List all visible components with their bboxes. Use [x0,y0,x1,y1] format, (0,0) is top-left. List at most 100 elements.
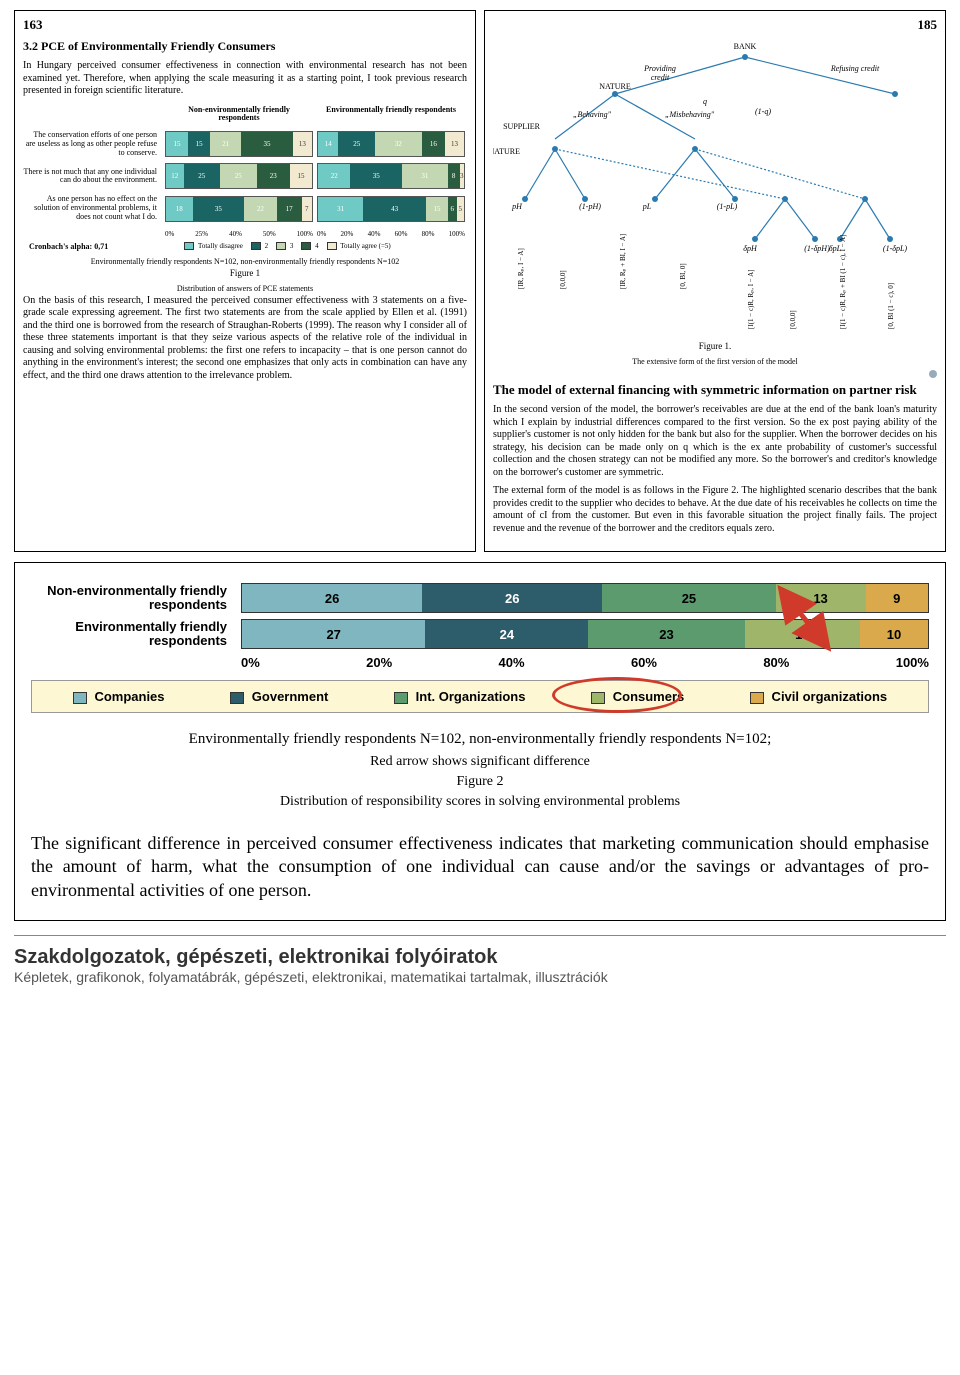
payoff-label: [IR, Rₚ + BI, I − A] [619,234,627,289]
bar-segment: 13 [293,132,312,156]
chart1-row-label: There is not much that any one individua… [23,168,163,186]
stacked-bar: 31431565 [317,196,465,222]
chart1-row: There is not much that any one individua… [23,163,467,189]
page-num-left: 163 [23,17,43,33]
svg-text:NATURE: NATURE [493,147,520,156]
bar-segment: 35 [350,164,402,188]
right-body2: The external form of the model is as fol… [493,485,937,535]
game-tree-diagram: BANK Providing credit Refusing credit NA… [493,39,937,339]
footer: Szakdolgozatok, gépészeti, elektronikai … [14,935,946,1005]
intro-paragraph: In Hungary perceived consumer effectiven… [23,60,467,98]
legend-item: Consumers [591,689,684,704]
chart2-legend: Companies Government Int. Organizations … [31,680,929,713]
bar-segment: 22 [244,197,276,221]
legend-item: Int. Organizations [394,689,525,704]
bar-segment: 27 [242,620,425,648]
fig2-caption2: Red arrow shows significant difference [31,754,929,770]
page-number-row-right: 185 [493,17,937,33]
chart1-row: The conservation efforts of one person a… [23,131,467,157]
bar-segment: 3 [460,164,464,188]
bar-segment: 15 [166,132,188,156]
svg-text:SUPPLIER: SUPPLIER [503,122,541,131]
chart-pce-distribution: Non-environmentally friendly respondents… [23,104,467,251]
stacked-bar: 2724231710 [241,619,929,649]
payoff-label: [0,0,0] [559,270,567,289]
page-num-right: 185 [918,17,938,33]
bar-segment: 26 [422,584,602,612]
bar-segment: 25 [220,164,257,188]
bar-segment: 25 [338,132,375,156]
fig2-label: Figure 2 [31,774,929,790]
bar-segment: 17 [277,197,302,221]
bar-segment: 15 [426,197,448,221]
legend-item: Totally disagree [184,242,242,251]
footer-subtitle: Képletek, grafikonok, folyamatábrák, gép… [14,969,946,985]
bar-segment: 25 [184,164,221,188]
stacked-bar: 1515213513 [165,131,313,157]
stacked-bar: 262625139 [241,583,929,613]
tree-fig-title: The extensive form of the first version … [493,357,937,366]
bar-segment: 8 [448,164,460,188]
legend-item: Civil organizations [750,689,887,704]
chart2-row: Environmentally friendly respondents2724… [31,619,929,649]
chart2-row: Non-environmentally friendly respondents… [31,583,929,613]
fig1-note: Environmentally friendly respondents N=1… [23,257,467,266]
tree-fig-label: Figure 1. [493,341,937,351]
bar-segment: 6 [448,197,457,221]
svg-text:pL: pL [642,202,652,211]
svg-text:(1-pL): (1-pL) [717,202,738,211]
chart2-row-label: Environmentally friendly respondents [31,620,241,649]
chart-responsibility: Non-environmentally friendly respondents… [31,583,929,713]
right-body1: In the second version of the model, the … [493,404,937,479]
bar-segment: 21 [210,132,241,156]
payoff-label: [0, BI (1 − c), 0] [887,283,895,329]
left-column: 163 3.2 PCE of Environmentally Friendly … [14,10,476,552]
cronbach-alpha: Cronbach's alpha: 0,71 [29,242,108,251]
payoff-label: [0, BI, 0] [679,263,687,289]
fig2-caption1: Environmentally friendly respondents N=1… [31,731,929,748]
page-root: 163 3.2 PCE of Environmentally Friendly … [0,0,960,552]
stacked-bar: 1225252315 [165,163,313,189]
payoff-label: [I(1 − c)R, Rₚ, I − A] [747,270,755,330]
tree-node-bank: BANK [734,42,757,51]
chart1-row-label: As one person has no effect on the solut… [23,195,163,221]
bar-segment: 24 [425,620,588,648]
page-number-row: 163 [23,17,467,33]
chart1-row-label: The conservation efforts of one person a… [23,131,163,157]
bar-segment: 26 [242,584,422,612]
bar-segment: 14 [318,132,338,156]
bar-segment: 10 [860,620,928,648]
bar-segment: 23 [588,620,744,648]
big-conclusion: The significant difference in perceived … [31,832,929,902]
bar-segment: 17 [745,620,860,648]
svg-text:credit: credit [651,73,670,82]
bar-segment: 32 [375,132,422,156]
stacked-bar: 1425321613 [317,131,465,157]
svg-text:Providing: Providing [643,64,676,73]
right-h3: The model of external financing with sym… [493,382,937,398]
chart1-col-title-left: Non-environmentally friendly respondents [165,104,313,126]
bar-segment: 12 [166,164,184,188]
bottom-block: Non-environmentally friendly respondents… [14,562,946,921]
svg-text:NATURE: NATURE [599,82,631,91]
bar-segment: 22 [318,164,350,188]
svg-text:(1-δpH): (1-δpH) [804,244,830,253]
legend-item: 3 [276,242,293,251]
bar-segment: 13 [776,584,866,612]
right-column: 185 [484,10,946,552]
chart2-row-label: Non-environmentally friendly respondents [31,584,241,613]
bar-segment: 18 [166,197,193,221]
bar-segment: 23 [257,164,291,188]
stacked-bar: 22353183 [317,163,465,189]
footer-title: Szakdolgozatok, gépészeti, elektronikai … [14,946,946,969]
payoff-label: [IR, Rₚ, I − A] [517,248,525,289]
svg-text:Refusing credit: Refusing credit [830,64,880,73]
legend-item: Government [230,689,328,704]
fig1-title: Distribution of answers of PCE statement… [23,284,467,293]
bar-segment: 25 [602,584,775,612]
legend-item: Totally agree (=5) [327,242,391,251]
bar-segment: 13 [445,132,464,156]
svg-text:(1-q): (1-q) [755,107,771,116]
fig2-title: Distribution of responsibility scores in… [31,794,929,810]
bar-segment: 35 [241,132,293,156]
